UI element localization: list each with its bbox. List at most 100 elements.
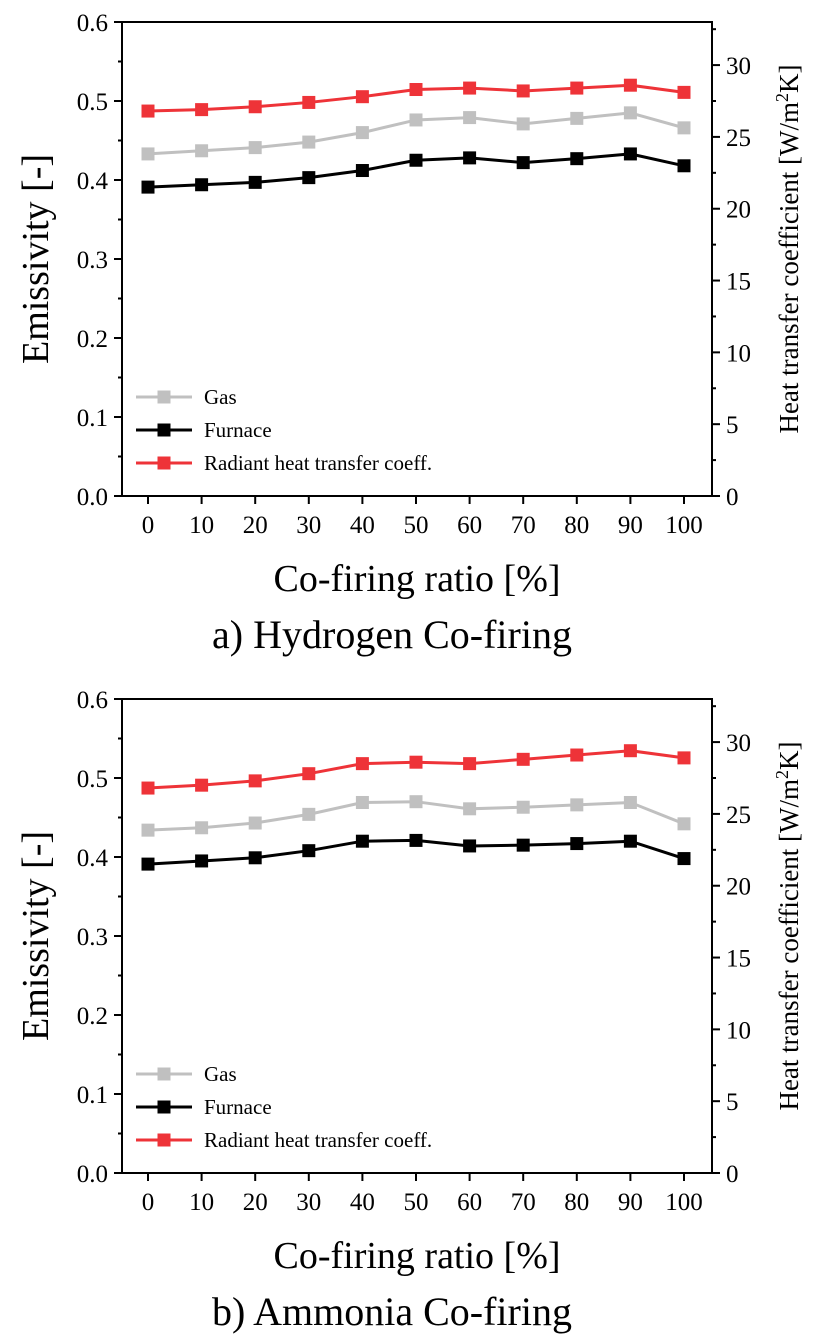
data-point-furnace	[463, 839, 477, 853]
legend: Gas Furnace Radiant heat transfer coeff.	[136, 1062, 432, 1152]
data-point-furnace	[141, 857, 155, 871]
data-point-gas	[570, 111, 584, 125]
series-radiant	[141, 78, 691, 118]
data-point-furnace	[516, 838, 530, 852]
series-furnace	[141, 833, 691, 871]
data-point-furnace	[195, 178, 209, 192]
y-tick-label: 0.6	[77, 687, 108, 714]
data-point-furnace	[677, 159, 691, 173]
y2-tick-label: 30	[726, 53, 751, 80]
x-tick-label: 40	[350, 512, 375, 539]
data-point-furnace	[409, 833, 423, 847]
y2-tick-label: 5	[726, 412, 739, 439]
data-point-radiant	[355, 757, 369, 771]
chart-caption: b) Ammonia Co-firing	[212, 1289, 572, 1334]
data-point-gas	[463, 802, 477, 816]
y-axis-label: Emissivity [-]	[15, 154, 57, 364]
y2-tick-label: 20	[726, 197, 751, 224]
data-point-gas	[570, 798, 584, 812]
data-point-gas	[302, 807, 316, 821]
y2-tick-label: 0	[726, 1161, 739, 1188]
data-point-radiant	[248, 100, 262, 114]
legend-marker-furnace	[157, 1100, 171, 1114]
data-point-furnace	[195, 854, 209, 868]
y2-axis-label: Heat transfer coefficient [W/m2K]	[772, 741, 804, 1110]
x-tick-label: 100	[665, 1189, 703, 1216]
data-point-furnace	[302, 844, 316, 858]
data-point-gas	[409, 113, 423, 127]
data-point-gas	[355, 126, 369, 140]
y2-tick-label: 10	[726, 1017, 751, 1044]
y2-tick-label: 15	[726, 946, 751, 973]
data-point-furnace	[516, 156, 530, 170]
x-tick-label: 20	[243, 512, 268, 539]
data-point-radiant	[516, 752, 530, 766]
y2-tick-label: 15	[726, 269, 751, 296]
x-tick-label: 70	[511, 512, 536, 539]
data-point-gas	[195, 821, 209, 835]
y-tick-label: 0.4	[77, 845, 109, 872]
data-point-radiant	[570, 748, 584, 762]
y2-axis-label: Heat transfer coefficient [W/m2K]	[772, 64, 804, 433]
y-tick-label: 0.2	[77, 326, 108, 353]
data-point-gas	[623, 795, 637, 809]
data-point-furnace	[248, 851, 262, 865]
data-point-gas	[195, 144, 209, 158]
series-gas	[141, 795, 691, 837]
data-point-gas	[516, 117, 530, 131]
data-point-radiant	[570, 81, 584, 95]
data-point-radiant	[623, 78, 637, 92]
y-tick-label: 0.0	[77, 1161, 108, 1188]
legend-marker-gas	[157, 1067, 171, 1081]
y2-axis-label-main: Heat transfer coefficient [W/m	[774, 779, 804, 1111]
data-point-radiant	[623, 744, 637, 758]
data-point-radiant	[463, 81, 477, 95]
x-tick-label: 90	[618, 1189, 643, 1216]
y2-axis-label-main: Heat transfer coefficient [W/m	[774, 102, 804, 434]
y2-axis-label-sup: 2	[772, 770, 792, 779]
x-tick-label: 20	[243, 1189, 268, 1216]
x-axis-label: Co-firing ratio [%]	[273, 558, 560, 600]
x-tick-label: 30	[296, 512, 321, 539]
x-tick-label: 0	[142, 512, 155, 539]
data-point-radiant	[409, 83, 423, 97]
y2-tick-label: 20	[726, 874, 751, 901]
data-point-radiant	[302, 95, 316, 109]
data-point-gas	[409, 795, 423, 809]
data-point-furnace	[248, 175, 262, 189]
data-point-furnace	[677, 852, 691, 866]
data-point-gas	[677, 817, 691, 831]
y-tick-label: 0.6	[77, 10, 108, 37]
y-tick-label: 0.3	[77, 247, 108, 274]
legend-marker-radiant	[157, 1133, 171, 1147]
x-tick-label: 90	[618, 512, 643, 539]
data-point-furnace	[355, 834, 369, 848]
legend-label-gas: Gas	[204, 385, 237, 409]
data-point-radiant	[463, 757, 477, 771]
x-tick-label: 60	[457, 1189, 482, 1216]
data-point-furnace	[355, 164, 369, 178]
series-gas	[141, 106, 691, 161]
data-point-radiant	[195, 103, 209, 117]
x-tick-label: 100	[665, 512, 703, 539]
data-point-gas	[677, 121, 691, 135]
data-point-radiant	[141, 781, 155, 795]
data-point-furnace	[409, 153, 423, 167]
chart-panel-b: 0.0 0.1 0.2 0.3 0.4 0.5 0.6 0 5 10 15 20 25 30 0 10 20 30…	[15, 687, 804, 1334]
data-point-radiant	[302, 767, 316, 781]
y2-tick-label: 5	[726, 1089, 739, 1116]
data-point-radiant	[409, 755, 423, 769]
chart-panel-a: 0.0 0.1 0.2 0.3 0.4 0.5 0.6 0 5 10 15 20 25 30 0 10 20 30…	[15, 10, 804, 657]
data-point-gas	[141, 147, 155, 161]
x-tick-label: 60	[457, 512, 482, 539]
y2-axis-label-end: K]	[774, 64, 804, 93]
chart-caption: a) Hydrogen Co-firing	[212, 612, 572, 657]
x-tick-label: 50	[404, 1189, 429, 1216]
data-point-gas	[463, 111, 477, 125]
data-point-radiant	[195, 778, 209, 792]
data-point-radiant	[248, 774, 262, 788]
data-point-furnace	[302, 171, 316, 185]
y-tick-label: 0.2	[77, 1003, 108, 1030]
data-point-gas	[248, 141, 262, 155]
